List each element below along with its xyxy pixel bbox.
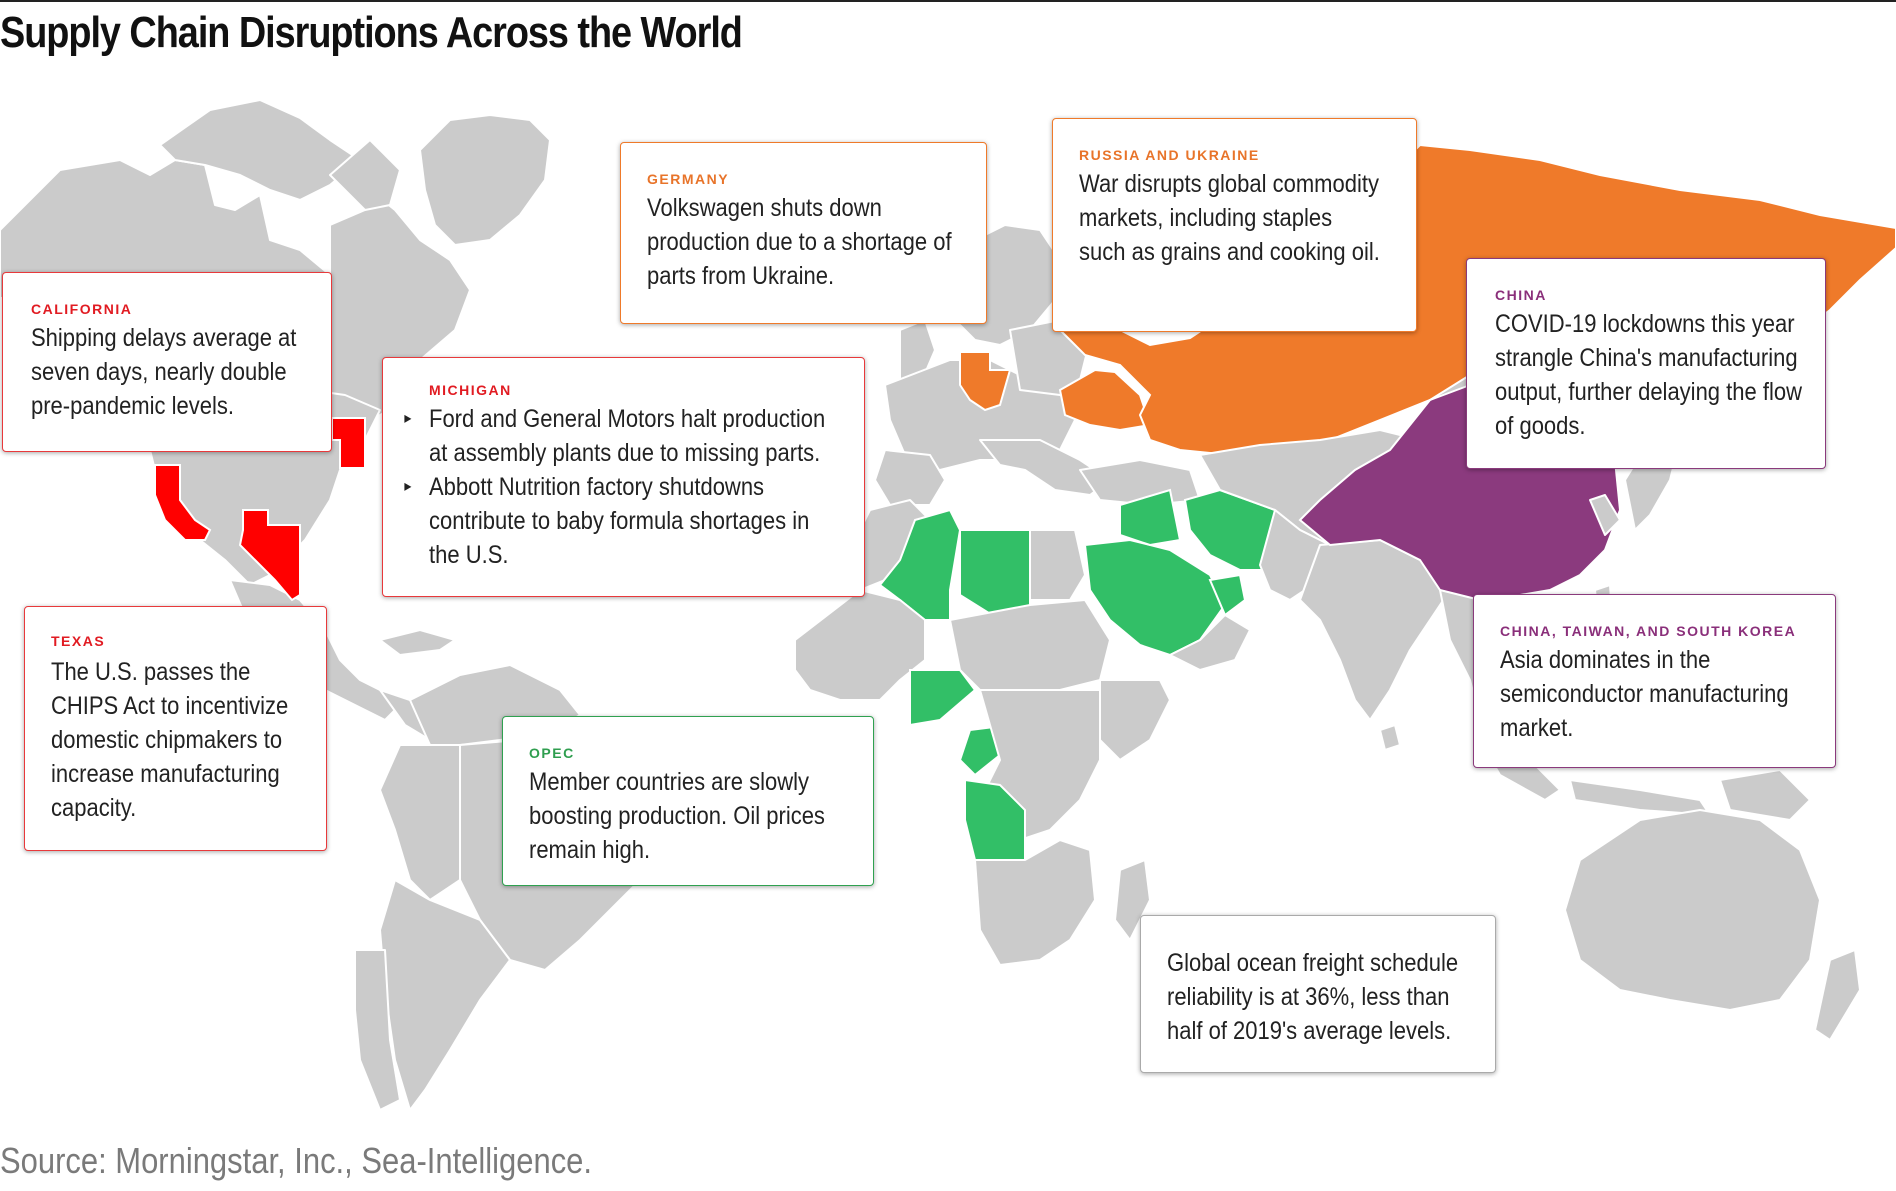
greenland: [419, 114, 551, 246]
patagonia: [354, 949, 401, 1111]
asia-semiconductor-callout: CHINA, TAIWAN, AND SOUTH KOREA Asia domi…: [1473, 594, 1836, 768]
indonesia-east: [1569, 779, 1711, 816]
germany-callout: GERMANY Volkswagen shuts down production…: [620, 142, 987, 324]
arctic-islands: [159, 99, 361, 201]
bullet-icon: ▸: [404, 478, 412, 495]
peru-bolivia: [379, 744, 461, 901]
china-callout: CHINA COVID-19 lockdowns this year stran…: [1466, 258, 1826, 469]
russia-ukraine-tag: RUSSIA AND UKRAINE: [1079, 147, 1260, 163]
california-tag: CALIFORNIA: [31, 301, 133, 317]
texas-region: [238, 509, 301, 602]
iberia: [874, 449, 946, 506]
egypt: [1029, 529, 1086, 601]
new-zealand: [1814, 949, 1861, 1041]
california-callout: CALIFORNIA Shipping delays average at se…: [2, 272, 332, 452]
china-tag: CHINA: [1495, 287, 1547, 303]
algeria: [878, 508, 962, 621]
germany-tag: GERMANY: [647, 171, 730, 187]
michigan-callout: MICHIGAN ▸ Ford and General Motors halt p…: [382, 357, 865, 597]
korea: [1589, 494, 1621, 536]
michigan-region: [331, 417, 366, 469]
nigeria: [909, 669, 977, 727]
chad-sudan: [949, 599, 1111, 691]
california-region: [154, 464, 212, 541]
papua: [1719, 769, 1811, 821]
asia-text: Asia dominates in the semiconductor manu…: [1500, 646, 1789, 742]
michigan-tag: MICHIGAN: [429, 382, 512, 398]
opec-callout: OPEC Member countries are slowly boostin…: [502, 716, 874, 886]
iraq: [1119, 488, 1182, 547]
asia-tag: CHINA, TAIWAN, AND SOUTH KOREA: [1500, 623, 1797, 639]
freight-callout: Global ocean freight schedule reliabilit…: [1140, 915, 1496, 1073]
russia-ukraine-text: War disrupts global commodity markets, i…: [1079, 170, 1380, 266]
page-title: Supply Chain Disruptions Across the Worl…: [0, 8, 743, 57]
cuba: [379, 629, 456, 656]
baffin-island: [329, 139, 401, 211]
italy-balkans: [979, 439, 1111, 496]
russia-ukraine-callout: RUSSIA AND UKRAINE War disrupts global c…: [1052, 118, 1417, 332]
michigan-bullet-1: ▸ Ford and General Motors halt production…: [404, 402, 838, 470]
oman-yemen: [1169, 614, 1251, 671]
germany-region: [959, 351, 1012, 412]
texas-text: The U.S. passes the CHIPS Act to incenti…: [51, 658, 289, 822]
uae-kuwait: [1208, 573, 1247, 617]
michigan-bullets: ▸ Ford and General Motors halt production…: [404, 402, 838, 572]
germany-text: Volkswagen shuts down production due to …: [647, 194, 952, 290]
source-note: Source: Morningstar, Inc., Sea-Intellige…: [0, 1140, 592, 1181]
michigan-bullet-2: ▸ Abbott Nutrition factory shutdowns cont…: [404, 470, 838, 572]
freight-text: Global ocean freight schedule reliabilit…: [1167, 949, 1459, 1045]
horn-of-africa: [1099, 679, 1171, 761]
top-rule: [0, 0, 1896, 2]
texas-callout: TEXAS The U.S. passes the CHIPS Act to i…: [24, 606, 327, 851]
opec-text: Member countries are slowly boosting pro…: [529, 768, 825, 864]
west-africa: [794, 589, 926, 701]
california-text: Shipping delays average at seven days, n…: [31, 324, 297, 420]
southern-africa: [974, 839, 1096, 966]
opec-tag: OPEC: [529, 745, 575, 761]
china-text: COVID-19 lockdowns this year strangle Ch…: [1495, 310, 1802, 440]
bullet-icon: ▸: [404, 410, 412, 427]
australia: [1564, 809, 1821, 1011]
sri-lanka: [1379, 724, 1401, 751]
texas-tag: TEXAS: [51, 633, 106, 649]
